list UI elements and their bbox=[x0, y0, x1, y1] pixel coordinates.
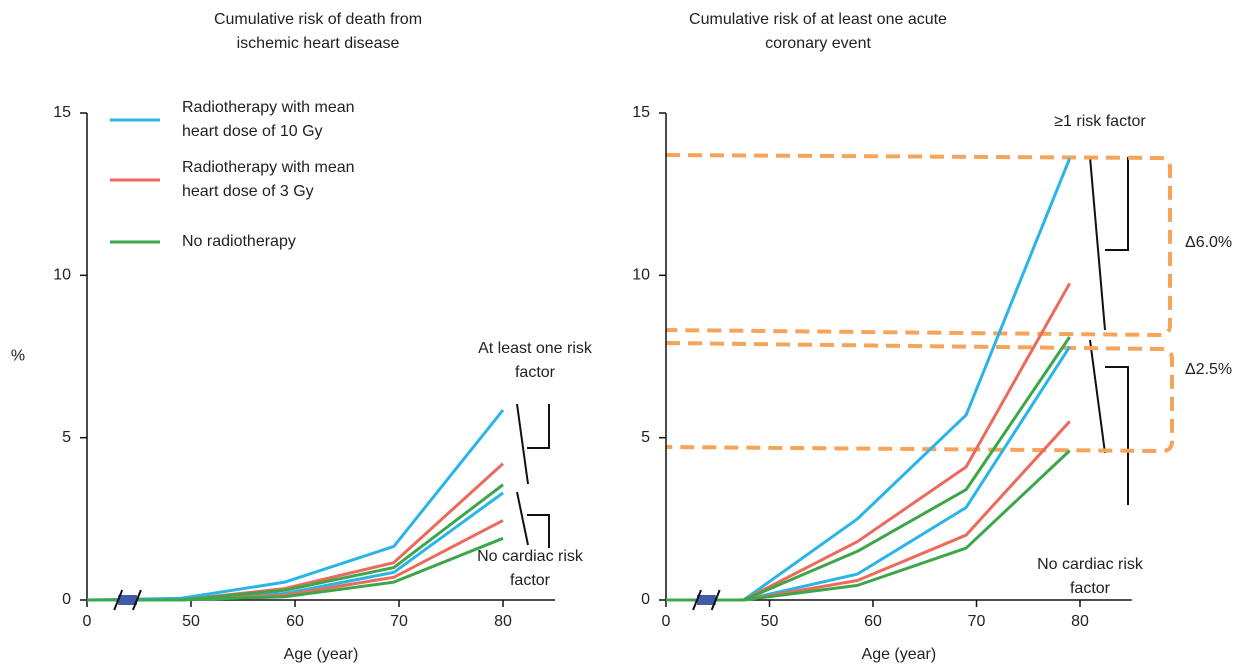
axis-break-slash bbox=[131, 589, 142, 611]
annotation: At least one risk factor bbox=[478, 340, 592, 381]
legend-label: Radiotherapy with mean heart dose of 10 … bbox=[182, 99, 355, 140]
x-tick-label: 60 bbox=[864, 613, 882, 630]
y-tick-label: 15 bbox=[632, 104, 650, 121]
series-line bbox=[666, 345, 1071, 602]
bracket bbox=[1105, 366, 1129, 505]
x-tick-label: 80 bbox=[1071, 613, 1089, 630]
series-line bbox=[87, 483, 504, 602]
y-tick-label: 15 bbox=[53, 104, 71, 121]
annotation: Δ2.5% bbox=[1185, 361, 1233, 378]
axis-break bbox=[118, 595, 137, 605]
bracket bbox=[516, 491, 529, 546]
difference-box bbox=[665, 341, 1174, 454]
x-tick-label: 80 bbox=[494, 613, 512, 630]
difference-box bbox=[665, 153, 1172, 338]
x-axis-label: Age (year) bbox=[862, 646, 937, 663]
series-line bbox=[666, 336, 1071, 602]
axis-break-slash bbox=[710, 589, 721, 611]
x-tick-label: 0 bbox=[83, 613, 92, 630]
bracket bbox=[1089, 156, 1106, 331]
annotation: No cardiac risk factor bbox=[477, 548, 583, 589]
series-line bbox=[666, 449, 1071, 602]
x-tick-label: 50 bbox=[182, 613, 200, 630]
y-tick-label: 10 bbox=[53, 267, 71, 284]
axis-break bbox=[697, 595, 716, 605]
series-line bbox=[86, 409, 505, 602]
annotation: No cardiac risk factor bbox=[1037, 556, 1143, 597]
x-tick-label: 50 bbox=[761, 613, 779, 630]
x-tick-label: 60 bbox=[286, 613, 304, 630]
x-axis-label: Age (year) bbox=[284, 646, 359, 663]
bracket bbox=[1105, 157, 1129, 251]
annotation: ≥1 risk factor bbox=[1054, 113, 1146, 130]
axis-break-slash bbox=[113, 589, 124, 611]
y-tick-label: 0 bbox=[62, 591, 71, 608]
axis-break-slash bbox=[692, 589, 702, 611]
y-axis-label: % bbox=[11, 348, 25, 365]
legend-label: Radiotherapy with mean heart dose of 3 G… bbox=[182, 159, 355, 200]
bracket bbox=[1089, 339, 1106, 454]
bracket bbox=[516, 403, 529, 485]
annotation: Δ6.0% bbox=[1185, 234, 1233, 251]
chart-title: Cumulative risk of at least one acute co… bbox=[689, 11, 947, 52]
series-line bbox=[87, 491, 504, 602]
bracket bbox=[527, 404, 550, 449]
chart-title: Cumulative risk of death from ischemic h… bbox=[213, 11, 423, 52]
y-tick-label: 5 bbox=[62, 429, 71, 446]
series-line bbox=[87, 536, 504, 602]
x-tick-label: 70 bbox=[390, 613, 408, 630]
x-tick-label: 70 bbox=[968, 613, 986, 630]
y-tick-label: 0 bbox=[641, 591, 650, 608]
brackets bbox=[516, 156, 1129, 548]
x-tick-label: 0 bbox=[662, 613, 671, 630]
difference-boxes bbox=[665, 153, 1174, 454]
bracket bbox=[527, 514, 550, 548]
y-tick-label: 10 bbox=[632, 267, 650, 284]
legend-label: No radiotherapy bbox=[182, 233, 296, 250]
y-tick-label: 5 bbox=[641, 429, 650, 446]
